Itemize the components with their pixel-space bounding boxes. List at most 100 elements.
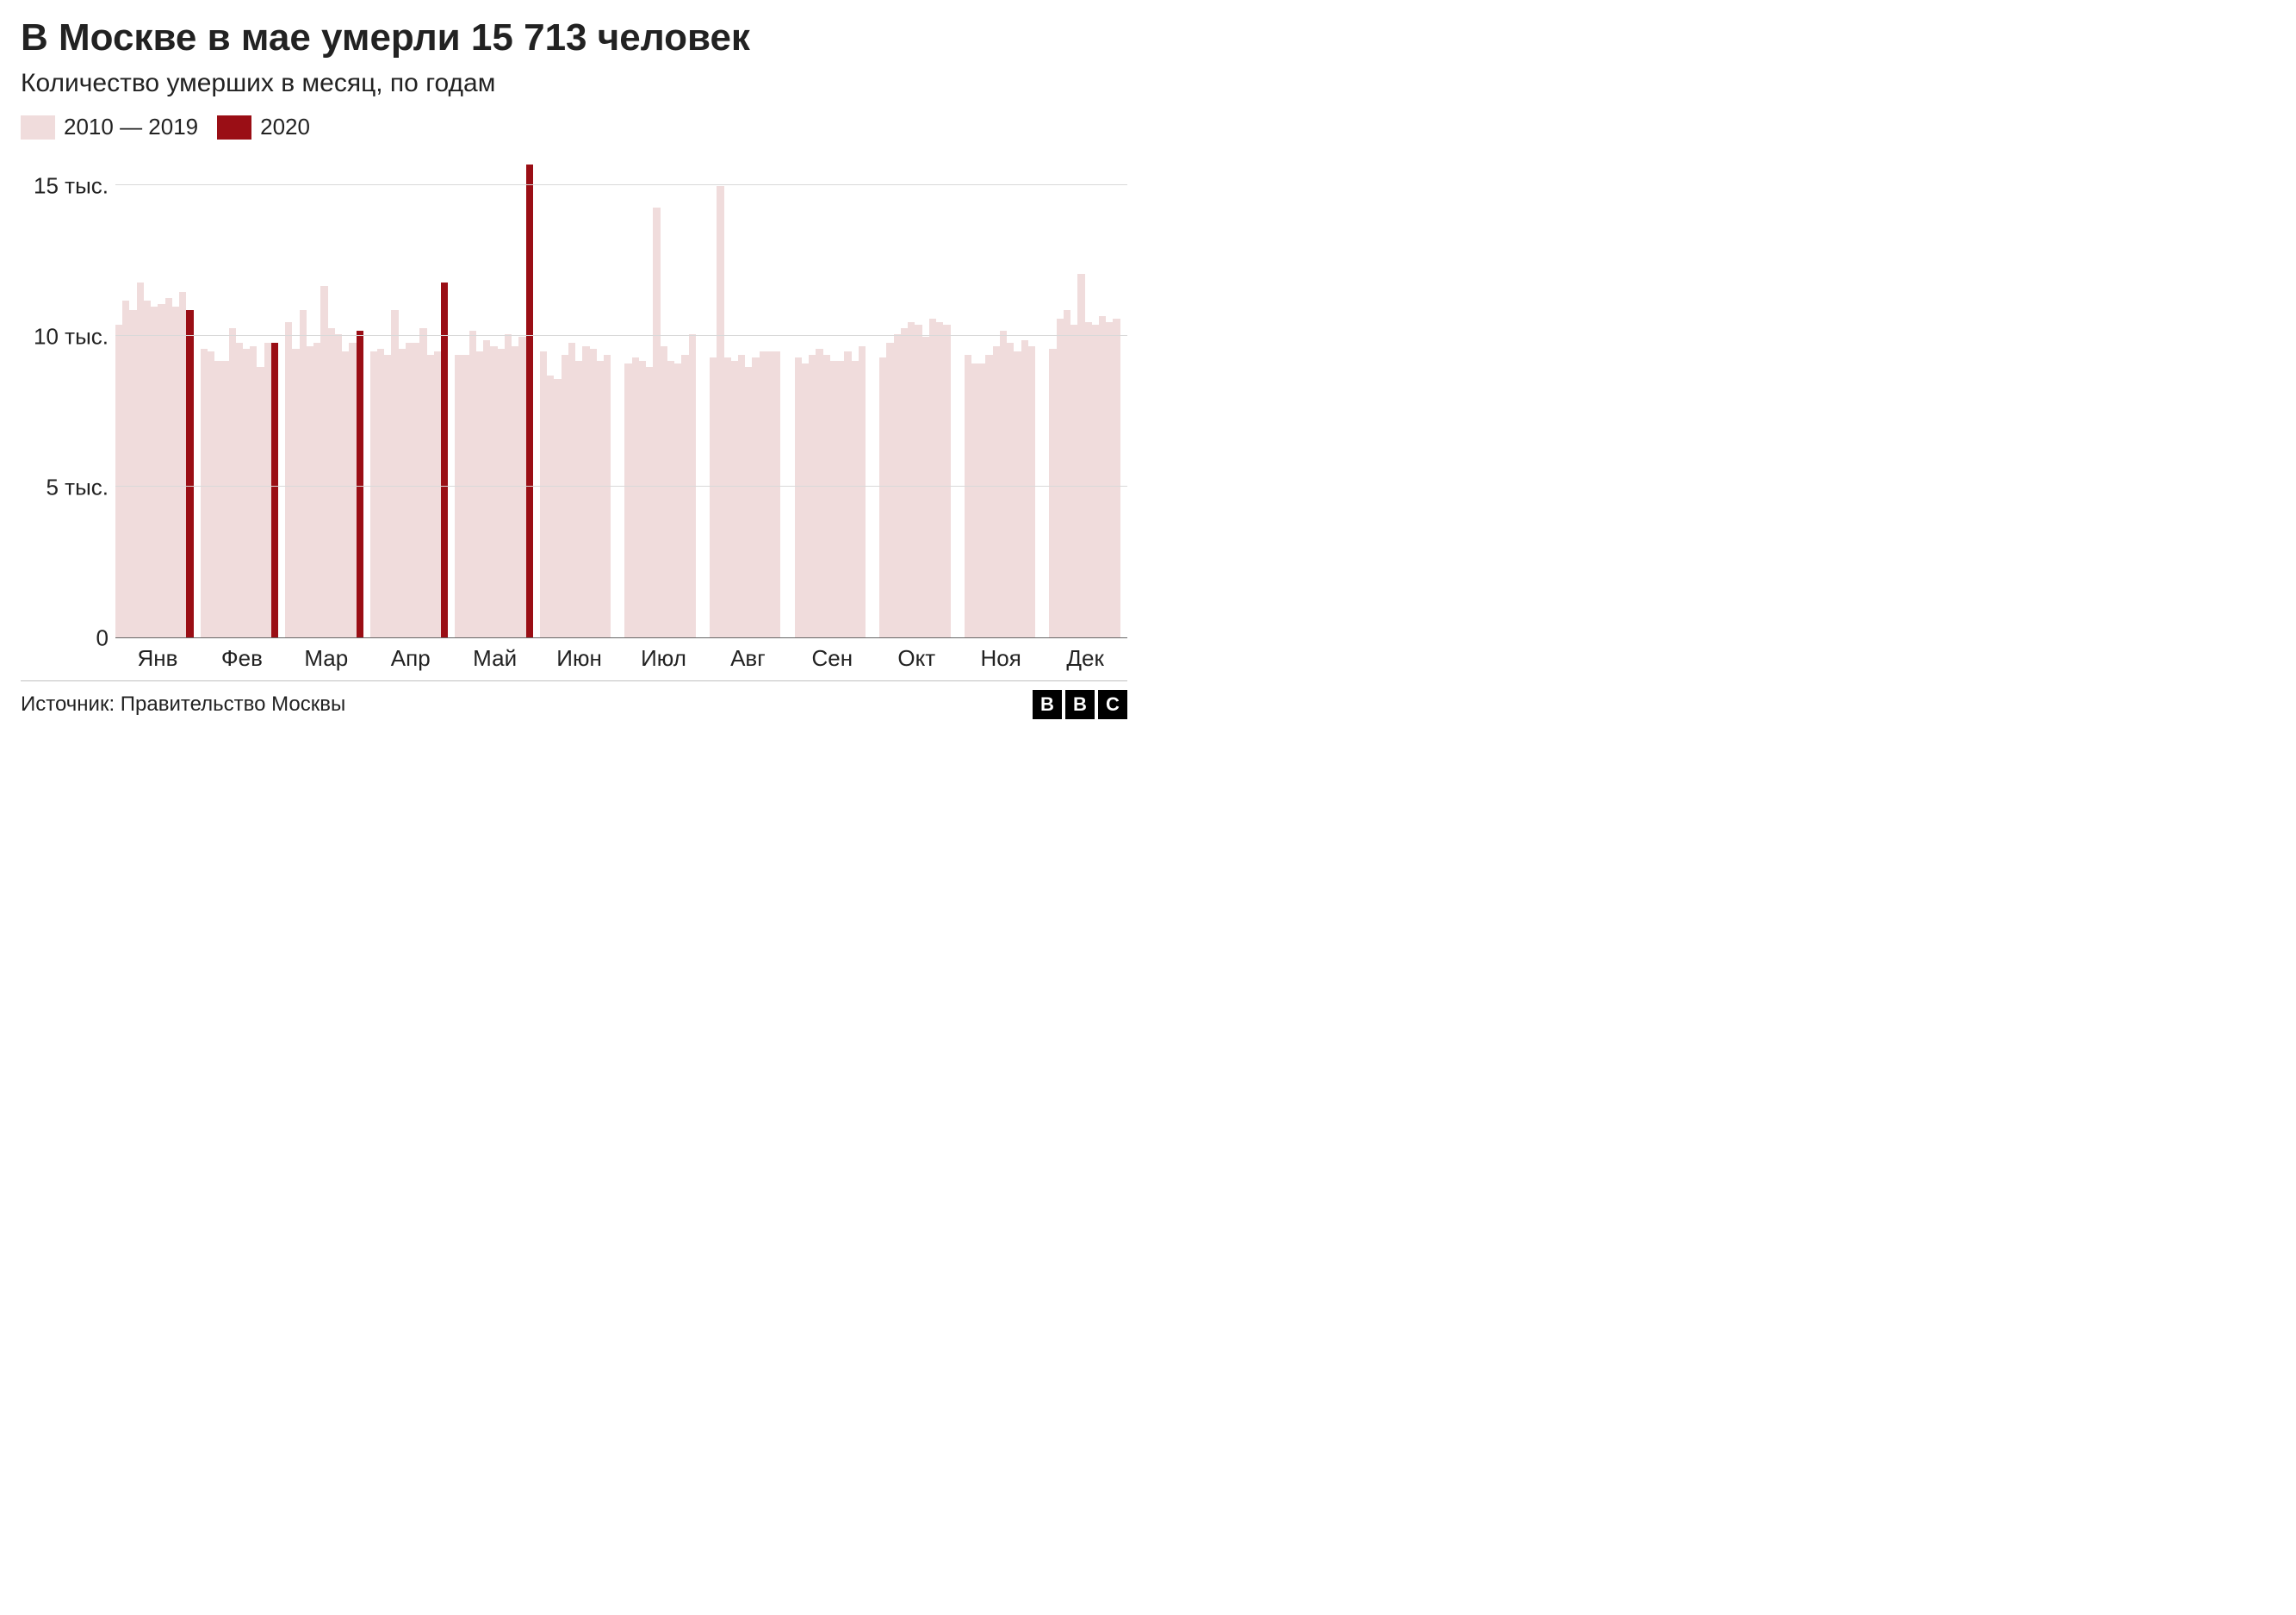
bar-historical [752, 357, 759, 637]
bar-historical [562, 355, 568, 637]
bar-historical [490, 346, 497, 638]
bar-2020 [271, 343, 278, 637]
bar-historical [285, 322, 292, 638]
bar-historical [844, 351, 851, 637]
y-tick-label: 0 [96, 625, 109, 652]
bar-historical [214, 361, 221, 637]
x-tick-label: Май [453, 638, 537, 672]
bar-historical [908, 322, 915, 638]
bar-2020 [186, 310, 193, 638]
bar-historical [809, 355, 816, 637]
bar-historical [597, 361, 604, 637]
bar-historical [1113, 319, 1120, 637]
bar-historical [731, 361, 738, 637]
bar-historical [1077, 274, 1084, 638]
bar-historical [674, 363, 681, 637]
bar-historical [965, 355, 971, 637]
legend-swatch-2020 [217, 115, 251, 140]
bbc-logo-box: B [1033, 690, 1062, 719]
bar-historical [554, 379, 561, 637]
y-tick-label: 10 тыс. [34, 324, 109, 351]
gridline [115, 486, 1127, 487]
bar-historical [158, 304, 164, 638]
bar-historical [632, 357, 639, 637]
bar-historical [406, 343, 413, 637]
bar-historical [498, 349, 505, 637]
bar-historical [518, 337, 525, 637]
bbc-logo-box: B [1065, 690, 1095, 719]
bar-historical [1106, 322, 1113, 638]
gridline [115, 184, 1127, 185]
bar-historical [427, 355, 434, 637]
month-group [710, 156, 788, 637]
chart-container: В Москве в мае умерли 15 713 человек Кол… [0, 0, 1148, 730]
chart-area: 05 тыс.10 тыс.15 тыс. ЯнвФевМарАпрМайИюн… [21, 156, 1127, 672]
bar-historical [661, 346, 667, 638]
bar-historical [236, 343, 243, 637]
bar-historical [115, 325, 122, 637]
source-label: Источник: Правительство Москвы [21, 693, 345, 717]
bar-historical [1000, 331, 1007, 637]
bar-historical [717, 186, 723, 637]
bar-historical [391, 310, 398, 638]
month-group [370, 156, 449, 637]
bar-historical [540, 351, 547, 637]
month-group [540, 156, 618, 637]
bar-historical [250, 346, 257, 638]
y-tick-label: 15 тыс. [34, 173, 109, 200]
bar-historical [122, 301, 129, 637]
bbc-logo: BBC [1033, 690, 1127, 719]
bar-historical [462, 355, 469, 637]
gridline [115, 335, 1127, 336]
bar-historical [802, 363, 809, 637]
bar-historical [1028, 346, 1035, 638]
bar-historical [766, 351, 773, 637]
bar-historical [823, 355, 830, 637]
month-group [965, 156, 1043, 637]
bar-historical [165, 298, 172, 638]
chart-subtitle: Количество умерших в месяц, по годам [21, 69, 1127, 98]
bar-historical [229, 328, 236, 638]
month-group [115, 156, 194, 637]
bar-historical [604, 355, 611, 637]
bar-historical [795, 357, 802, 637]
x-tick-label: Авг [705, 638, 790, 672]
x-tick-label: Фев [200, 638, 284, 672]
month-group [624, 156, 703, 637]
bar-2020 [526, 165, 533, 637]
x-tick-label: Ноя [959, 638, 1043, 672]
bar-historical [201, 349, 208, 637]
bar-historical [773, 351, 780, 637]
bar-historical [370, 351, 377, 637]
bar-historical [575, 361, 582, 637]
bar-historical [971, 363, 978, 637]
bar-historical [859, 346, 866, 638]
bar-historical [307, 346, 313, 638]
bar-historical [328, 328, 335, 638]
legend-swatch-historical [21, 115, 55, 140]
bars-layer [115, 156, 1127, 637]
legend-label-historical: 2010 — 2019 [64, 114, 198, 140]
bar-historical [922, 337, 929, 637]
bar-historical [208, 351, 214, 637]
bar-historical [568, 343, 575, 637]
bar-historical [243, 349, 250, 637]
y-axis: 05 тыс.10 тыс.15 тыс. [21, 156, 115, 638]
bar-historical [1085, 322, 1092, 638]
legend-item-2020: 2020 [217, 114, 310, 140]
bar-historical [1014, 351, 1021, 637]
x-tick-label: Июл [622, 638, 706, 672]
bar-historical [172, 307, 179, 637]
bar-historical [886, 343, 893, 637]
bar-historical [1057, 319, 1064, 637]
bar-2020 [357, 331, 363, 637]
bar-historical [915, 325, 922, 637]
bar-historical [469, 331, 476, 637]
legend-item-historical: 2010 — 2019 [21, 114, 198, 140]
bar-historical [129, 310, 136, 638]
bar-historical [264, 343, 271, 637]
bar-historical [483, 340, 490, 638]
bar-historical [653, 208, 660, 638]
bar-historical [399, 349, 406, 637]
bar-historical [349, 343, 356, 637]
